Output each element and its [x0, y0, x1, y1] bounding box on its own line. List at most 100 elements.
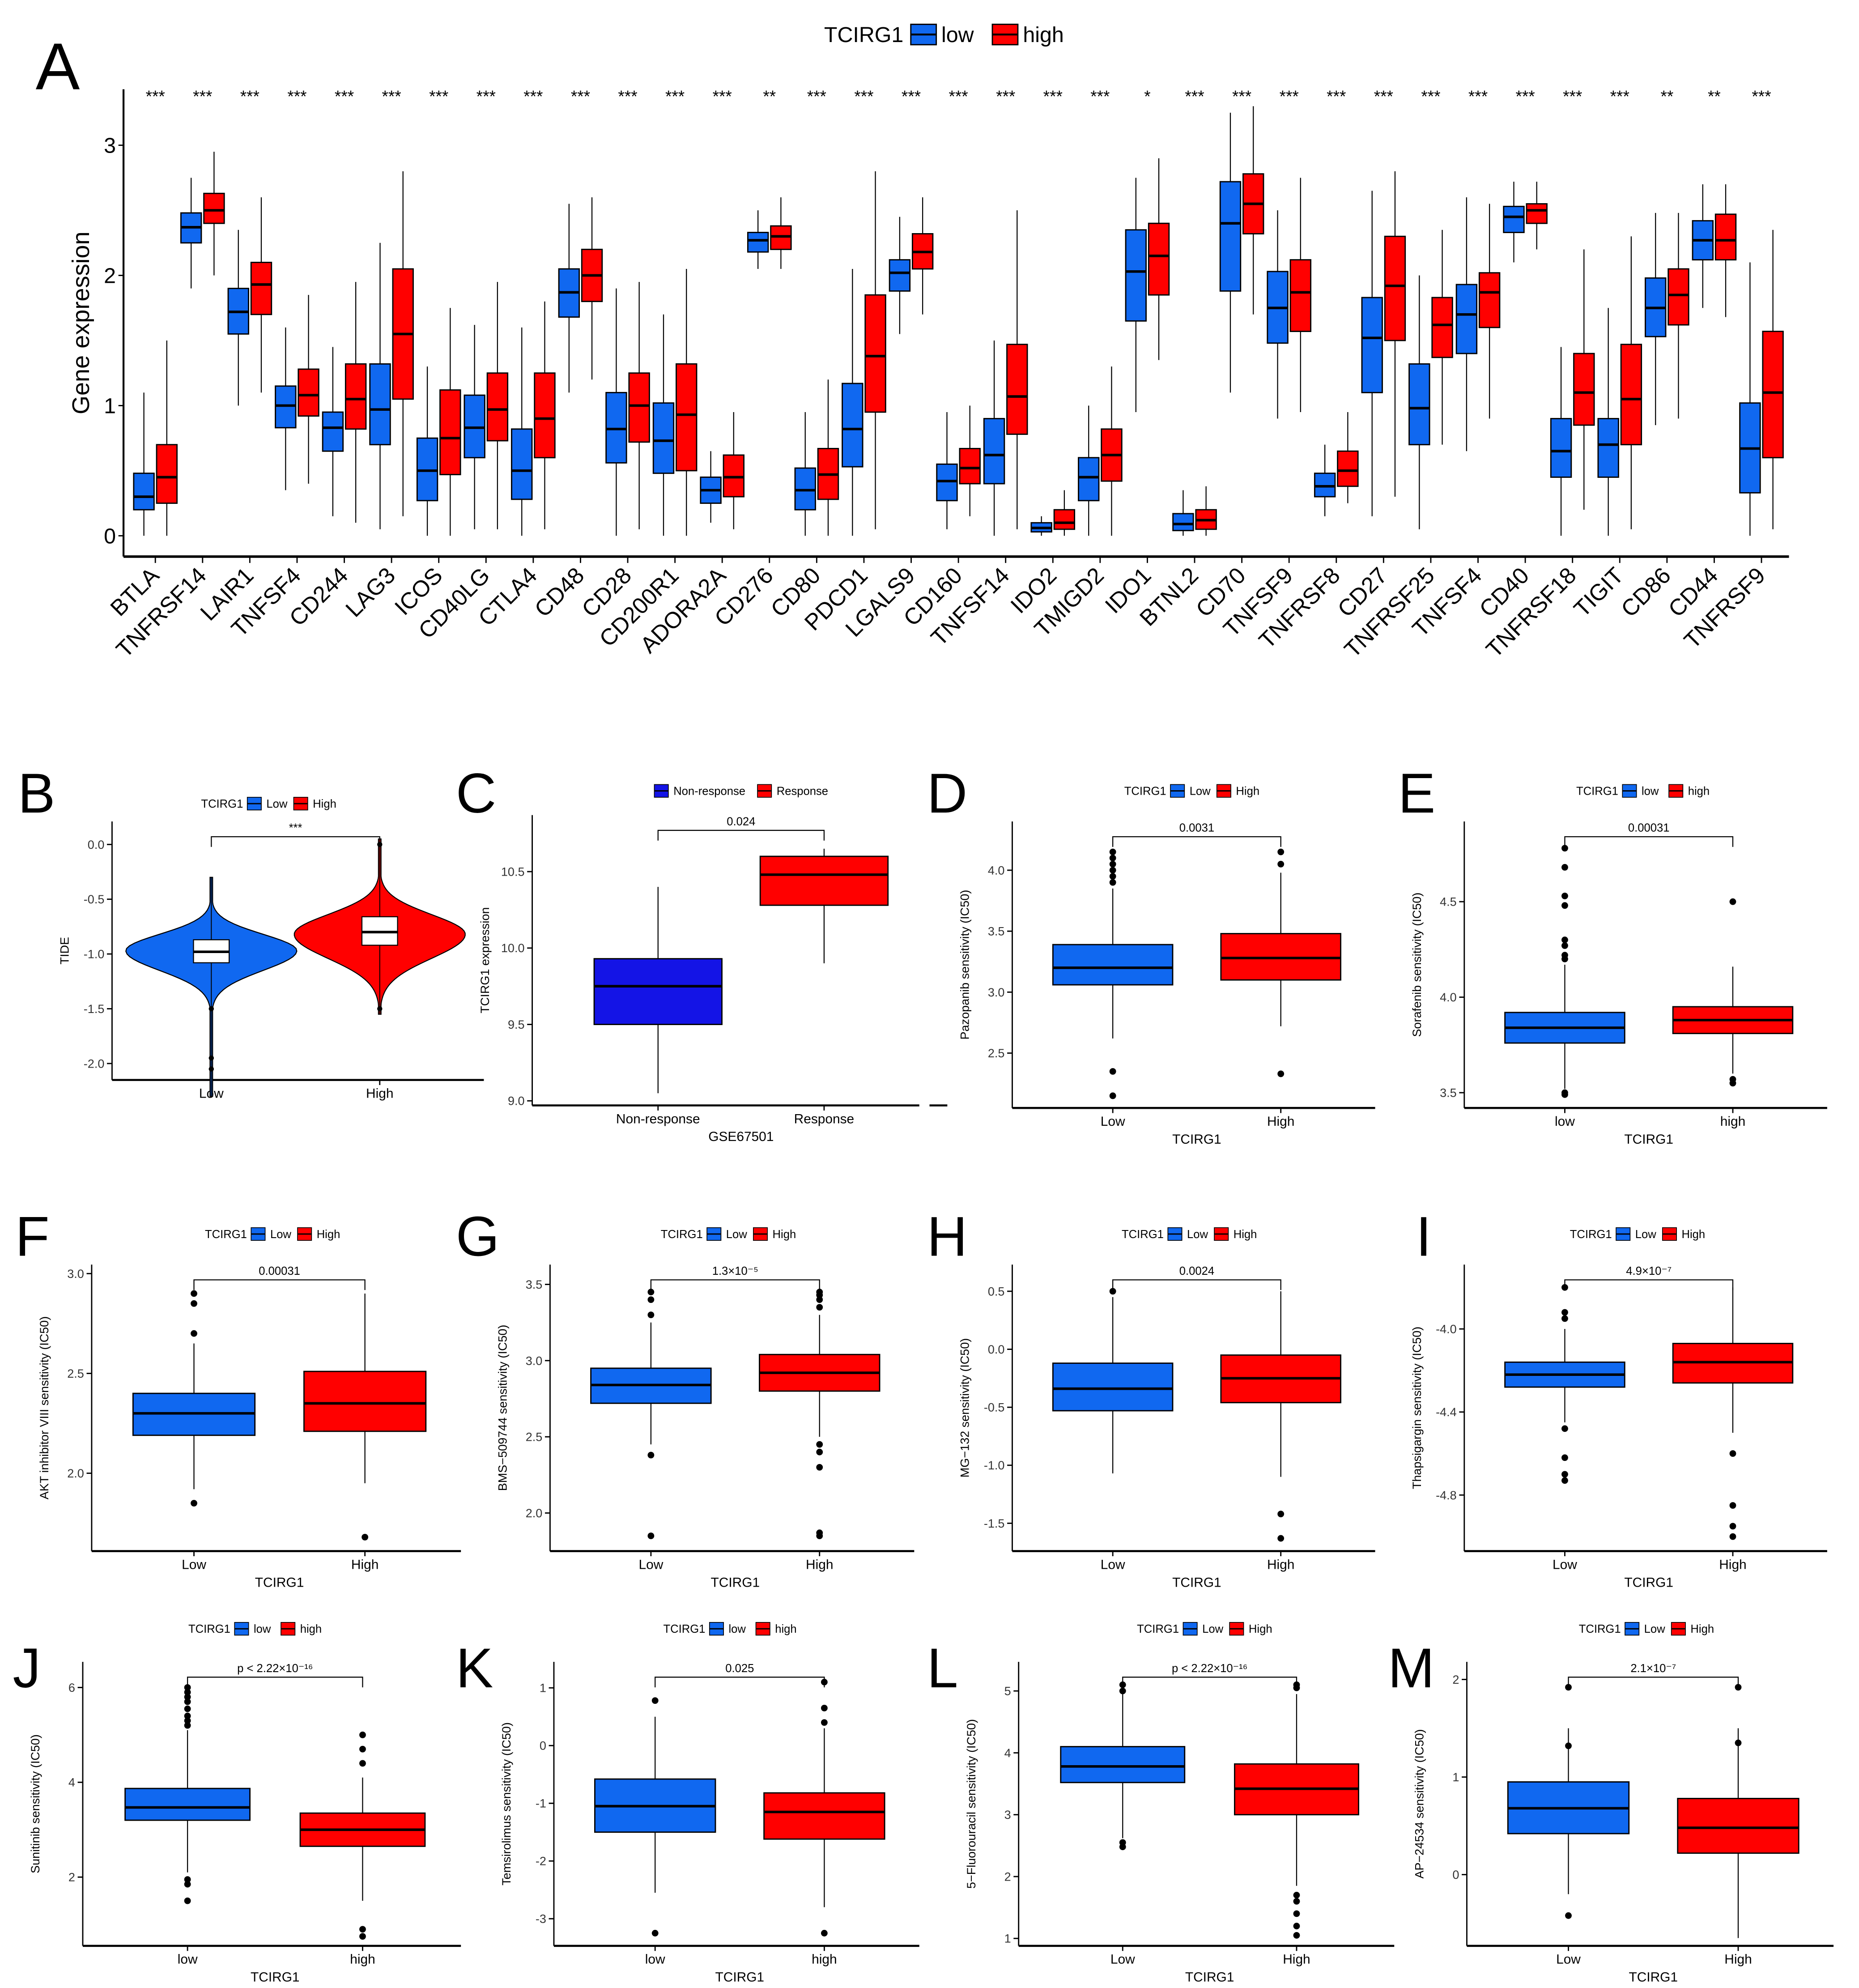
panel-H: H -1.5 -1.0 -0.5 0.0 0.5 MG−132 sensitivity (I… — [927, 1205, 1375, 1590]
x-tick-label: CD48 — [530, 562, 589, 622]
outlier-point — [1729, 1450, 1736, 1457]
y-tick-label: 2.0 — [526, 1507, 543, 1520]
outlier-point — [184, 1694, 191, 1700]
panel-D: D 2.5 3.0 3.5 4.0 Pazopanib sensitivity (IC50… — [927, 762, 1375, 1147]
panel-letter: H — [927, 1205, 967, 1268]
outlier-point — [1277, 860, 1285, 868]
y-tick-label: 2.5 — [526, 1430, 543, 1444]
x-tick-label: Low — [1556, 1952, 1581, 1967]
legend-title: TCIRG1 — [1122, 1228, 1164, 1241]
legend-label-low: Low — [1190, 785, 1211, 798]
outlier-point — [359, 1731, 366, 1738]
x-tick-label: low — [1555, 1114, 1575, 1129]
significance-bracket — [650, 1279, 820, 1290]
legend-J: TCIRG1 low high — [188, 1622, 322, 1636]
box-low — [416, 437, 438, 502]
panel-B: B 0.0 -0.5 -1.0 -1.5 -2.0 TIDE ***Low High — [18, 762, 484, 1101]
p-value-label: 0.0031 — [1179, 822, 1214, 834]
legend-label-low: Low — [1202, 1623, 1223, 1635]
y-tick-label: 4 — [68, 1776, 75, 1789]
y-tick-label: 0.0 — [988, 1343, 1005, 1356]
y-tick-label: 0 — [540, 1739, 546, 1753]
box-high — [864, 294, 886, 413]
legend-L: TCIRG1 Low High — [1137, 1622, 1272, 1636]
outlier-point — [1561, 942, 1568, 949]
box-high — [303, 1371, 427, 1432]
x-tick-label: High — [1283, 1952, 1310, 1967]
y-tick-label: -1.5 — [84, 1002, 105, 1016]
panel-letter: D — [927, 762, 967, 825]
significance-label: *** — [476, 87, 496, 106]
y-axis-title: Sunitinib sensitivity (IC50) — [29, 1734, 42, 1873]
box-high — [298, 368, 319, 417]
outlier-point — [1293, 1684, 1300, 1691]
y-tick-label: -4.8 — [1436, 1489, 1457, 1502]
legend-label-low: low — [941, 23, 974, 47]
x-tick-label: Response — [794, 1111, 855, 1126]
outlier-point — [647, 1311, 655, 1319]
x-axis-title: TCIRG1 — [1172, 1575, 1221, 1590]
legend-title: TCIRG1 — [201, 798, 243, 810]
y-tick-label: 0.5 — [988, 1285, 1005, 1298]
significance-label: *** — [382, 87, 401, 106]
significance-bracket — [1564, 836, 1734, 847]
outlier-point — [1109, 848, 1116, 856]
x-tick-label: LAG3 — [340, 562, 400, 622]
box-high — [156, 444, 178, 504]
y-tick-label: -1.0 — [84, 948, 105, 961]
outlier-point — [821, 1704, 828, 1711]
outlier-point — [191, 1330, 197, 1337]
outlier-point — [816, 1296, 823, 1303]
x-axis-title: TCIRG1 — [255, 1575, 304, 1590]
panel-L: L 1 2 3 4 5 5−Fluorouracil sensitivity (IC50) p… — [927, 1637, 1395, 1984]
significance-bracket — [1568, 1677, 1739, 1688]
y-tick-label: 3 — [1004, 1808, 1011, 1822]
box-low — [1052, 944, 1174, 986]
outlier-point — [1109, 873, 1116, 880]
legend-D: TCIRG1 Low High — [1124, 784, 1259, 798]
outlier-point — [1119, 1681, 1126, 1688]
box-low — [464, 394, 485, 459]
box-high — [1668, 268, 1689, 326]
p-value-label: *** — [289, 822, 302, 834]
significance-label: *** — [1563, 87, 1582, 106]
x-tick-label: Low — [1101, 1557, 1125, 1572]
x-tick-label: low — [178, 1952, 198, 1967]
box-high — [1289, 259, 1311, 332]
box-low — [794, 467, 816, 511]
outlier-point — [1565, 1912, 1572, 1919]
y-axis-title: AKT inhibitor VIII sensitivity (IC50) — [38, 1316, 51, 1499]
significance-bracket — [187, 1677, 363, 1688]
outlier-point — [1561, 955, 1568, 962]
outlier-point — [1109, 1288, 1116, 1295]
legend-C: Non-response Response — [654, 784, 828, 798]
y-tick-label: 1 — [104, 394, 116, 418]
legend-title: TCIRG1 — [1576, 785, 1618, 798]
significance-label: *** — [854, 87, 873, 106]
box-high — [1526, 203, 1548, 224]
legend-label-high: High — [1249, 1623, 1272, 1635]
legend-label-low: Low — [270, 1228, 291, 1241]
box-high — [676, 363, 698, 472]
y-tick-label: 3.5 — [988, 925, 1005, 938]
legend-B: TCIRG1 Low High — [201, 796, 336, 811]
box-low — [1060, 1746, 1186, 1784]
significance-label: *** — [1421, 87, 1440, 106]
x-axis-title: TCIRG1 — [1185, 1970, 1234, 1984]
legend-label-high: high — [775, 1623, 796, 1635]
x-tick-label: high — [1720, 1114, 1745, 1129]
outlier-point — [816, 1448, 823, 1456]
outlier-point — [1277, 1511, 1285, 1518]
significance-bracket — [1112, 836, 1281, 847]
significance-label: *** — [713, 87, 732, 106]
legend-label-non-response: Non-response — [673, 785, 745, 798]
legend-title: TCIRG1 — [188, 1623, 230, 1635]
y-tick-label: 4.0 — [988, 864, 1005, 877]
outlier-point — [184, 1717, 191, 1724]
outlier-point — [1109, 1092, 1116, 1099]
significance-bracket — [657, 830, 825, 841]
y-tick-label: 3 — [104, 134, 116, 158]
x-tick-label: High — [351, 1557, 379, 1572]
legend-label-low: Low — [1187, 1228, 1208, 1241]
